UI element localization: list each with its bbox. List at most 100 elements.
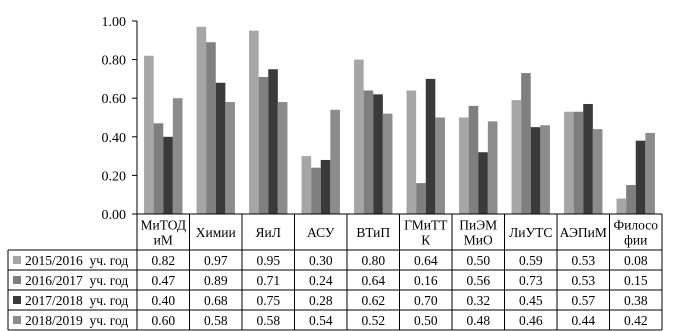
bar-series-1 bbox=[301, 156, 312, 214]
y-tick-label: 0.20 bbox=[102, 169, 127, 184]
data-value-label: 0.97 bbox=[204, 253, 228, 268]
category-label: фии bbox=[624, 233, 647, 248]
bar-series-2 bbox=[363, 90, 374, 214]
data-value-label: 0.62 bbox=[361, 293, 385, 308]
legend-key-series-4 bbox=[13, 316, 21, 324]
data-value-label: 0.48 bbox=[466, 313, 490, 328]
data-value-label: 0.42 bbox=[624, 313, 648, 328]
bar-series-4 bbox=[645, 132, 655, 214]
data-value-label: 0.40 bbox=[151, 293, 175, 308]
y-tick-label: 0.80 bbox=[102, 54, 127, 69]
data-value-label: 0.73 bbox=[519, 273, 543, 288]
bar-series-3 bbox=[268, 69, 278, 214]
bar-series-3 bbox=[425, 78, 436, 215]
bar-series-4 bbox=[435, 117, 445, 214]
data-value-label: 0.08 bbox=[624, 253, 648, 268]
legend-key-series-1 bbox=[13, 256, 21, 264]
category-label: ЛиУТС bbox=[509, 225, 552, 240]
data-value-label: 0.68 bbox=[204, 293, 228, 308]
series-name: 2016/2017 уч. год bbox=[25, 273, 128, 288]
bar-series-2 bbox=[573, 111, 584, 214]
series-name: 2017/2018 уч. год bbox=[25, 293, 128, 308]
bar-series-1 bbox=[406, 90, 417, 214]
data-value-label: 0.89 bbox=[204, 273, 228, 288]
bar-series-4 bbox=[592, 129, 603, 214]
category-label: Филосо bbox=[614, 218, 659, 233]
bar-series-1 bbox=[616, 198, 627, 214]
data-value-label: 0.32 bbox=[466, 293, 490, 308]
data-value-label: 0.38 bbox=[624, 293, 648, 308]
bar-series-2 bbox=[468, 105, 479, 214]
data-value-label: 0.58 bbox=[256, 313, 280, 328]
data-value-label: 0.47 bbox=[151, 273, 175, 288]
bar-series-2 bbox=[626, 185, 636, 214]
category-label: Химии bbox=[196, 225, 236, 240]
data-value-label: 0.46 bbox=[519, 313, 543, 328]
data-value-label: 0.64 bbox=[361, 273, 385, 288]
data-value-label: 0.50 bbox=[466, 253, 490, 268]
bar-series-2 bbox=[311, 167, 321, 214]
bar-series-2 bbox=[416, 183, 426, 214]
y-axis: 0.00 0.20 0.40 0.60 0.80 1.00 bbox=[102, 15, 138, 223]
bar-series-4 bbox=[487, 121, 498, 214]
data-value-label: 0.70 bbox=[414, 293, 438, 308]
y-tick-label: 1.00 bbox=[102, 15, 127, 30]
category-label: К bbox=[421, 233, 431, 248]
data-value-label: 0.28 bbox=[309, 293, 333, 308]
category-label: ПиЭМ bbox=[459, 218, 497, 233]
bar-series-3 bbox=[215, 82, 226, 214]
bar-series-1 bbox=[249, 30, 259, 215]
series-name: 2018/2019 уч. год bbox=[25, 313, 128, 328]
data-value-label: 0.58 bbox=[204, 313, 228, 328]
category-label: МиО bbox=[464, 233, 493, 248]
bar-series-3 bbox=[478, 152, 488, 214]
data-value-label: 0.16 bbox=[414, 273, 438, 288]
bar-series-2 bbox=[206, 42, 216, 215]
data-value-label: 0.30 bbox=[309, 253, 333, 268]
bar-series-4 bbox=[172, 98, 183, 214]
data-value-label: 0.57 bbox=[571, 293, 595, 308]
data-value-label: 0.53 bbox=[571, 273, 595, 288]
data-value-label: 0.75 bbox=[256, 293, 280, 308]
bar-series-3 bbox=[163, 136, 173, 214]
series-name: 2015/2016 уч. год bbox=[25, 253, 128, 268]
y-tick-label: 0.40 bbox=[102, 131, 127, 146]
data-value-label: 0.95 bbox=[256, 253, 280, 268]
data-value-label: 0.59 bbox=[519, 253, 543, 268]
bar-series-4 bbox=[540, 125, 550, 214]
data-value-label: 0.71 bbox=[256, 273, 280, 288]
category-label: МиТОД bbox=[140, 218, 186, 233]
y-tick-label: 0.60 bbox=[102, 92, 127, 107]
legend-key-series-3 bbox=[13, 296, 21, 304]
bar-series-3 bbox=[373, 94, 383, 214]
data-value-label: 0.53 bbox=[571, 253, 595, 268]
bar-series-3 bbox=[530, 127, 541, 214]
data-value-label: 0.50 bbox=[414, 313, 438, 328]
bar-series-4 bbox=[330, 109, 340, 214]
data-value-label: 0.82 bbox=[151, 253, 175, 268]
category-label: иМ bbox=[154, 233, 173, 248]
data-value-label: 0.60 bbox=[151, 313, 175, 328]
y-tick-label: 0.00 bbox=[102, 208, 127, 223]
bar-series-4 bbox=[382, 113, 393, 214]
bar-series-3 bbox=[583, 103, 593, 214]
bar-series-1 bbox=[511, 100, 522, 214]
data-value-label: 0.15 bbox=[624, 273, 648, 288]
bar-series-1 bbox=[196, 26, 207, 215]
category-label: ГМиТТ bbox=[404, 218, 448, 233]
category-label: АСУ bbox=[307, 225, 335, 240]
category-label: ВТиП bbox=[356, 225, 390, 240]
data-value-label: 0.24 bbox=[309, 273, 333, 288]
bar-series-4 bbox=[277, 102, 288, 214]
category-label: ЯиЛ bbox=[256, 225, 281, 240]
bar-series-2 bbox=[521, 73, 531, 214]
bar-series-2 bbox=[258, 76, 269, 214]
data-value-label: 0.45 bbox=[519, 293, 543, 308]
data-value-label: 0.56 bbox=[466, 273, 490, 288]
bar-series-2 bbox=[153, 123, 164, 214]
data-value-label: 0.52 bbox=[361, 313, 385, 328]
legend-key-series-2 bbox=[13, 276, 21, 284]
data-value-label: 0.80 bbox=[361, 253, 385, 268]
